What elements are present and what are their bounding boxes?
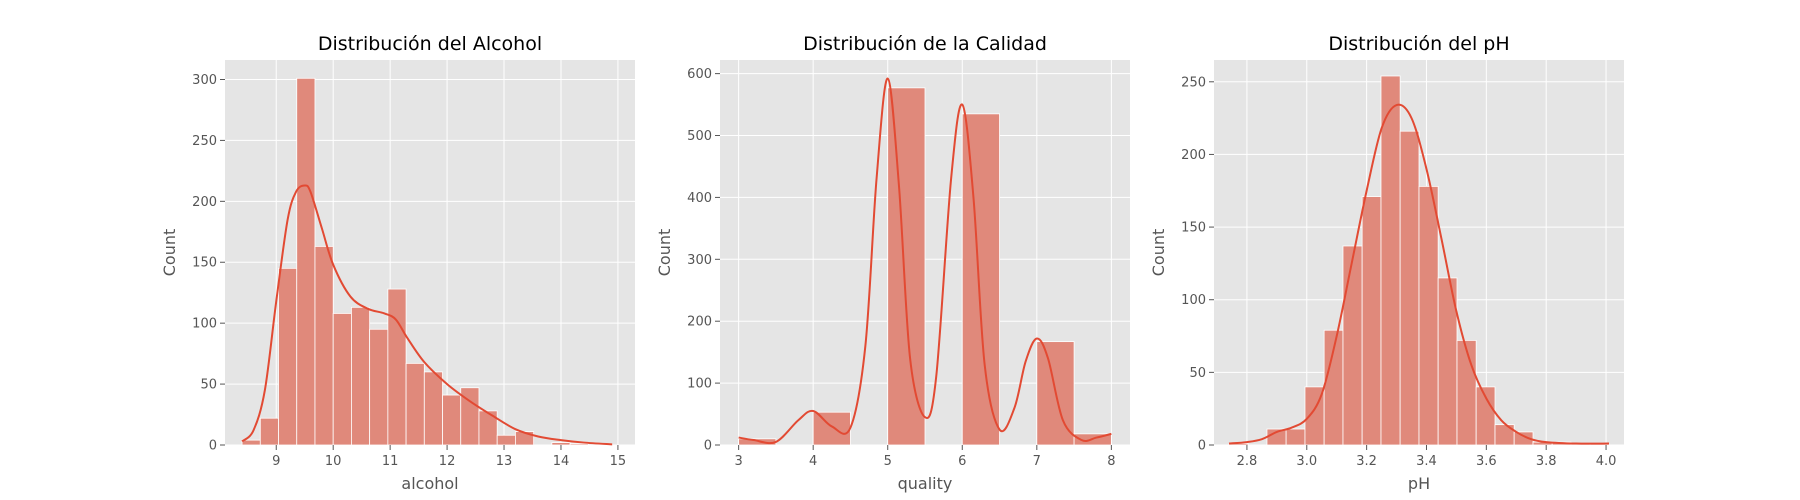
histogram-bar bbox=[278, 267, 298, 446]
y-tick-label: 600 bbox=[687, 67, 712, 82]
kde-line bbox=[1228, 103, 1610, 445]
histogram-bar bbox=[442, 394, 462, 446]
x-tick-label: 10 bbox=[325, 454, 342, 469]
histogram-bar bbox=[551, 442, 571, 446]
y-tick-label: 250 bbox=[192, 134, 217, 149]
x-axis-label: alcohol bbox=[401, 474, 458, 493]
x-tick-label: 6 bbox=[958, 454, 966, 469]
histogram-bar bbox=[478, 410, 498, 446]
x-tick-label: 8 bbox=[1107, 454, 1115, 469]
histogram-bar bbox=[1285, 428, 1306, 446]
histogram-bar bbox=[332, 313, 352, 446]
histogram-bar bbox=[1342, 245, 1363, 446]
y-tick-label: 200 bbox=[687, 315, 712, 330]
x-tick-label: 4.0 bbox=[1596, 454, 1617, 469]
x-axis-label: pH bbox=[1408, 474, 1430, 493]
histogram-bar bbox=[496, 434, 516, 446]
histogram-bar bbox=[259, 417, 279, 446]
y-tick-label: 250 bbox=[1181, 75, 1206, 90]
histogram-bar bbox=[569, 443, 589, 446]
y-tick-label: 0 bbox=[704, 439, 712, 454]
y-axis-label: Count bbox=[160, 229, 179, 277]
x-tick-label: 5 bbox=[884, 454, 892, 469]
chart-panel-2: 3 4 5 6 7 8 0 100 200 300 400 500 600 Distribución de… bbox=[655, 33, 1130, 493]
y-tick-label: 50 bbox=[1189, 366, 1206, 381]
histogram-bar bbox=[1456, 339, 1477, 446]
y-tick-label: 150 bbox=[1181, 221, 1206, 236]
x-tick-label: 14 bbox=[553, 454, 570, 469]
chart-title: Distribución del pH bbox=[1328, 33, 1509, 55]
histogram-bar bbox=[314, 246, 334, 446]
histogram-bar bbox=[369, 328, 389, 446]
histogram-bar bbox=[887, 87, 926, 446]
chart-panel-1: 9 10 11 12 13 14 15050100150200250300Distribuc… bbox=[160, 33, 635, 493]
x-tick-label: 13 bbox=[496, 454, 513, 469]
y-tick-label: 300 bbox=[687, 253, 712, 268]
y-tick-label: 100 bbox=[1181, 293, 1206, 308]
x-tick-label: 3.0 bbox=[1296, 454, 1317, 469]
y-tick-label: 400 bbox=[687, 191, 712, 206]
y-tick-label: 100 bbox=[192, 317, 217, 332]
x-tick-label: 15 bbox=[610, 454, 627, 469]
histogram-bar bbox=[423, 371, 443, 446]
x-tick-label: 9 bbox=[272, 454, 280, 469]
y-tick-label: 50 bbox=[200, 378, 217, 393]
y-tick-label: 300 bbox=[192, 73, 217, 88]
y-tick-label: 150 bbox=[192, 256, 217, 271]
histogram-bar bbox=[1380, 75, 1401, 446]
kde-line bbox=[241, 184, 613, 446]
x-tick-label: 11 bbox=[382, 454, 399, 469]
histogram-bar bbox=[961, 113, 1000, 446]
x-tick-label: 4 bbox=[809, 454, 817, 469]
x-tick-label: 3 bbox=[734, 454, 742, 469]
histogram-bar bbox=[405, 362, 425, 446]
histogram-bar bbox=[1513, 431, 1534, 446]
chart-title: Distribución del Alcohol bbox=[318, 33, 542, 55]
x-axis-label: quality bbox=[898, 474, 953, 493]
y-axis-label: Count bbox=[655, 229, 674, 277]
histogram-bar bbox=[351, 306, 371, 446]
x-tick-label: 3.8 bbox=[1536, 454, 1557, 469]
histogram-bar bbox=[1399, 130, 1420, 446]
y-tick-label: 100 bbox=[687, 377, 712, 392]
histogram-bar bbox=[1418, 185, 1439, 446]
y-axis-label: Count bbox=[1149, 229, 1168, 277]
y-tick-label: 500 bbox=[687, 129, 712, 144]
y-tick-label: 0 bbox=[1198, 439, 1206, 454]
chart-title: Distribución de la Calidad bbox=[803, 33, 1047, 55]
x-tick-label: 2.8 bbox=[1237, 454, 1258, 469]
x-tick-label: 7 bbox=[1033, 454, 1041, 469]
histogram-bar bbox=[812, 411, 851, 446]
y-tick-label: 200 bbox=[192, 195, 217, 210]
y-tick-label: 0 bbox=[209, 439, 217, 454]
histogram-bar bbox=[738, 438, 777, 446]
kde-line bbox=[738, 77, 1112, 445]
x-tick-label: 3.2 bbox=[1356, 454, 1377, 469]
y-tick-label: 200 bbox=[1181, 148, 1206, 163]
x-tick-label: 3.4 bbox=[1416, 454, 1437, 469]
histogram-bar bbox=[241, 439, 261, 446]
histogram-bar bbox=[1475, 386, 1496, 446]
histogram-bar bbox=[1361, 196, 1382, 446]
x-tick-label: 12 bbox=[439, 454, 456, 469]
histogram-bar bbox=[296, 77, 316, 446]
histogram-bar bbox=[387, 288, 407, 446]
chart-panel-3: 2.8 3.0 3.2 3.4 3.6 3.8 4.0 0 50 100 150 200 250 Dist… bbox=[1149, 33, 1624, 493]
x-tick-label: 3.6 bbox=[1476, 454, 1497, 469]
